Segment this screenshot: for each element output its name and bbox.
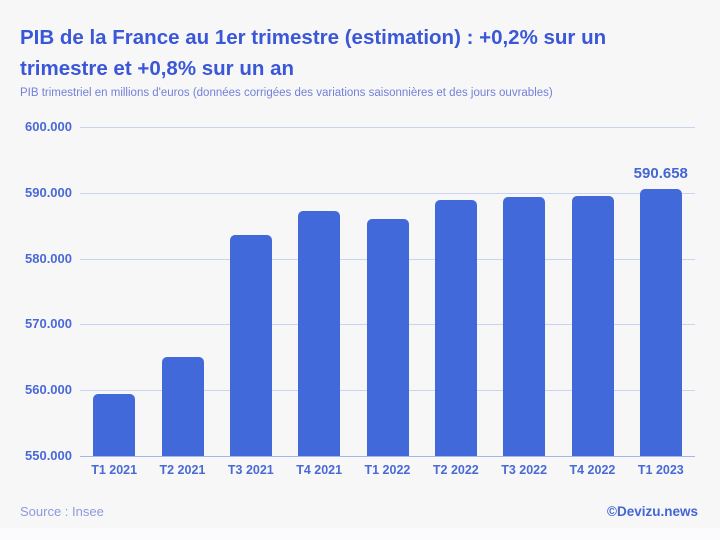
gridline (80, 193, 695, 194)
x-tick-label: T3 2022 (501, 463, 548, 477)
y-tick-label: 570.000 (25, 316, 72, 331)
source-label: Source : Insee (20, 504, 104, 519)
credit-label: ©Devizu.news (607, 504, 698, 519)
x-tick-label: T4 2021 (296, 463, 343, 477)
y-tick-label: 600.000 (25, 119, 72, 134)
chart-title: PIB de la France au 1er trimestre (estim… (20, 26, 607, 80)
y-tick-label: 590.000 (25, 185, 72, 200)
bar-t2-2021 (161, 357, 204, 456)
bottom-strip (0, 528, 720, 540)
chart-footer: Source : Insee ©Devizu.news (20, 504, 698, 519)
x-axis-line (80, 456, 695, 457)
y-tick-label: 560.000 (25, 382, 72, 397)
x-tick-label: T1 2021 (91, 463, 138, 477)
y-tick-label: 580.000 (25, 251, 72, 266)
bar-t1-2022 (366, 219, 409, 456)
bar-t2-2022 (434, 200, 477, 456)
bar-t4-2022 (571, 196, 614, 456)
x-tick-label: T3 2021 (227, 463, 274, 477)
bar-t1-2023 (639, 188, 682, 456)
bar-t3-2022 (503, 196, 546, 456)
y-tick-label: 550.000 (25, 448, 72, 463)
x-tick-label: T1 2022 (364, 463, 411, 477)
x-tick-label: T4 2022 (569, 463, 616, 477)
bar-t4-2021 (298, 211, 341, 456)
x-tick-label: T2 2021 (159, 463, 206, 477)
bar-t1-2021 (93, 393, 136, 456)
bar-t3-2021 (229, 234, 272, 456)
x-tick-label: T1 2023 (637, 463, 684, 477)
bar-value-label: 590.658 (633, 164, 688, 182)
gridline (80, 127, 695, 128)
x-tick-label: T2 2022 (432, 463, 479, 477)
chart-subtitle: PIB trimestriel en millions d'euros (don… (20, 87, 553, 99)
